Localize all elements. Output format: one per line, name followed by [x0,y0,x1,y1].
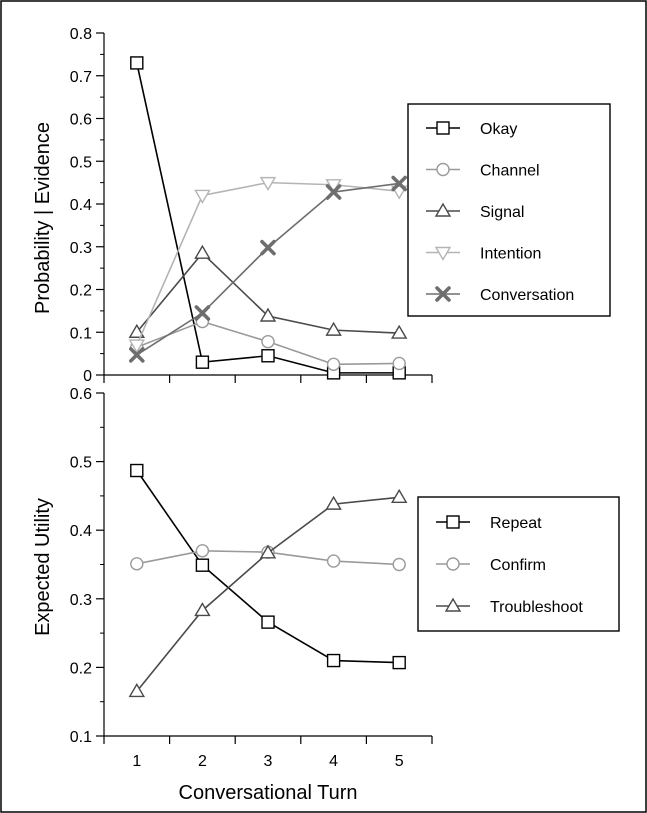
point-troubleshoot [325,495,342,510]
point-repeat [392,655,406,670]
point-signal [128,323,146,338]
point-confirm [195,544,210,558]
y-tick-label: 0.4 [70,523,92,540]
legend-swatch-marker [446,515,460,529]
legend-entry-conversation: Conversation [426,286,574,304]
x-tick-label: 4 [329,753,338,770]
point-channel [195,314,210,329]
point-channel [392,356,406,371]
y-axis-label-probability: Probability | Evidence [32,122,54,314]
legend-entry-repeat: Repeat [436,515,542,532]
point-signal [325,321,342,336]
legend-probability: Okay Channel Signal Intention Conversation [407,103,611,317]
point-channel [326,357,341,372]
y-tick-label: 0.6 [70,112,92,129]
point-repeat [326,653,341,668]
legend-label: Okay [480,121,517,138]
point-confirm [130,557,144,571]
x-tick-label: 5 [395,753,404,770]
point-okay [130,56,144,70]
point-conversation [129,347,145,363]
legend-swatch-marker [444,597,462,612]
legend-swatch-marker [435,286,451,302]
y-tick-label: 0.5 [70,455,92,472]
y-tick-label: 0.6 [70,386,92,403]
legend-label: Troubleshoot [490,599,583,616]
point-repeat [261,615,275,629]
series-signal [128,244,408,339]
y-tick-label: 0.7 [70,69,92,86]
y-tick-label: 0.5 [70,154,92,171]
legend-label: Conversation [480,287,574,304]
point-intention [128,339,146,354]
utility-chart: 0.1 0.2 0.3 0.4 0.5 0.6 1 2 3 4 5 Expected Utility… [32,386,620,804]
point-intention [259,176,277,192]
y-tick-label: 0.2 [70,660,92,677]
probability-chart: 0 0.1 0.2 0.3 0.4 0.5 0.6 0.7 0.8 Probability | … [32,26,611,385]
series-repeat [130,463,406,670]
point-channel [261,334,275,349]
y-tick-label: 0 [83,368,92,385]
y-tick-label: 0.3 [70,592,92,609]
point-intention [194,189,211,204]
y-tick-label: 0.4 [70,197,92,214]
legend-swatch-marker [446,557,460,571]
point-confirm [326,554,341,568]
legend-entry-okay: Okay [426,121,517,138]
point-troubleshoot [194,602,211,617]
series-okay [130,56,406,380]
y-tick-label: 0.1 [70,729,92,746]
x-axis-label-turn: Conversational Turn [179,782,358,804]
legend-entry-intention: Intention [426,246,541,263]
x-tick-label: 1 [132,753,141,770]
series-troubleshoot [128,488,408,698]
legend-label: Channel [480,163,540,180]
legend-entry-signal: Signal [426,202,524,221]
legend-label: Signal [480,204,524,221]
point-troubleshoot [390,488,408,503]
legend-swatch-marker [436,121,450,135]
series-conversation [129,175,407,363]
y-axis-label-utility: Expected Utility [32,498,54,636]
legend-swatch-marker [434,202,452,217]
legend-entry-channel: Channel [426,163,540,180]
point-conversation [260,239,276,256]
legend-entry-confirm: Confirm [436,557,546,574]
point-signal [194,244,211,259]
point-signal [390,324,408,339]
legend-entry-troubleshoot: Troubleshoot [436,597,583,616]
point-okay [195,355,210,369]
legend-swatch-marker [436,162,450,177]
x-tick-label: 3 [264,753,273,770]
legend-utility: Repeat Confirm Troubleshoot [417,496,620,632]
point-okay [261,349,275,363]
legend-label: Repeat [490,515,542,532]
point-troubleshoot [259,544,277,559]
point-troubleshoot [128,683,146,698]
point-conversation [391,175,407,192]
x-tick-label: 2 [198,753,207,770]
legend-swatch-marker [434,246,452,261]
y-tick-label: 0.2 [70,283,92,300]
point-conversation [325,184,342,200]
point-confirm [392,557,406,572]
point-repeat [195,558,210,572]
legend-label: Intention [480,246,541,263]
point-conversation [194,305,211,321]
y-tick-label: 0.8 [70,26,92,43]
point-intention [325,179,342,194]
point-signal [259,307,277,322]
y-tick-label: 0.1 [70,325,92,342]
legend-label: Confirm [490,557,546,574]
y-tick-label: 0.3 [70,240,92,257]
point-repeat [130,463,144,478]
